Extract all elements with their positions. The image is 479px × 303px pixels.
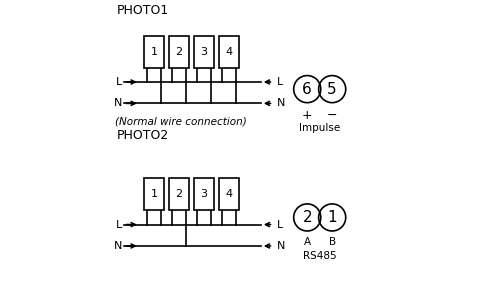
- Text: L: L: [115, 77, 122, 87]
- Bar: [169, 178, 189, 210]
- Text: L: L: [115, 220, 122, 230]
- Text: B: B: [329, 238, 336, 248]
- Text: 1: 1: [150, 189, 158, 199]
- Bar: [194, 36, 214, 68]
- Bar: [169, 36, 189, 68]
- Text: L: L: [277, 220, 283, 230]
- Text: N: N: [277, 98, 285, 108]
- Text: 6: 6: [302, 82, 312, 97]
- Text: 2: 2: [302, 210, 312, 225]
- Text: 2: 2: [175, 189, 182, 199]
- Text: (Normal wire connection): (Normal wire connection): [115, 116, 247, 126]
- Text: Impulse: Impulse: [299, 123, 341, 133]
- Text: −: −: [327, 109, 337, 122]
- Text: N: N: [114, 98, 122, 108]
- Bar: [219, 178, 239, 210]
- Bar: [144, 178, 164, 210]
- Text: L: L: [277, 77, 283, 87]
- Text: +: +: [302, 109, 312, 122]
- Text: N: N: [277, 241, 285, 251]
- Text: 2: 2: [175, 47, 182, 57]
- Bar: [194, 178, 214, 210]
- Text: 4: 4: [225, 189, 232, 199]
- Text: PHOTO2: PHOTO2: [116, 129, 169, 142]
- Bar: [219, 36, 239, 68]
- Text: N: N: [114, 241, 122, 251]
- Text: 3: 3: [200, 189, 207, 199]
- Text: PHOTO1: PHOTO1: [116, 4, 169, 17]
- Text: A: A: [304, 238, 311, 248]
- Bar: [144, 36, 164, 68]
- Text: 3: 3: [200, 47, 207, 57]
- Text: 5: 5: [327, 82, 337, 97]
- Text: 4: 4: [225, 47, 232, 57]
- Text: 1: 1: [327, 210, 337, 225]
- Text: RS485: RS485: [303, 251, 337, 261]
- Text: 1: 1: [150, 47, 158, 57]
